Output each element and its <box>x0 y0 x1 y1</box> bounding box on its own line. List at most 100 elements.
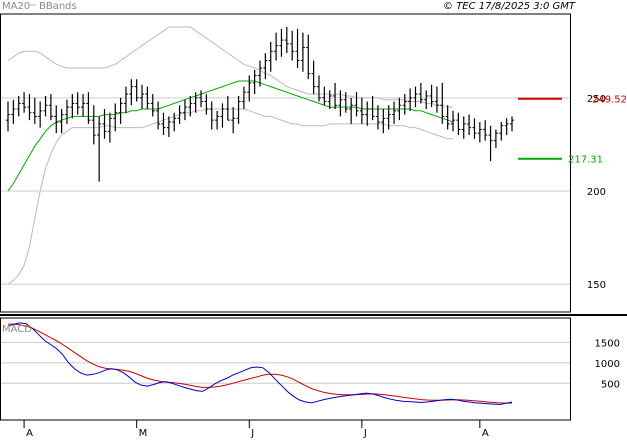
ohlc-bar <box>150 94 155 117</box>
ohlc-bar <box>510 116 514 132</box>
ohlc-bar <box>27 94 32 121</box>
ohlc-bar <box>241 86 246 109</box>
ohlc-bar <box>102 108 107 139</box>
macd-ytick-label: 500 <box>601 379 620 390</box>
ohlc-bar <box>32 97 37 124</box>
ohlc-bar <box>161 112 166 136</box>
ohlc-bar <box>493 129 498 149</box>
ohlc-bar <box>392 101 397 124</box>
ohlc-bar <box>209 101 214 130</box>
ohlc-bar <box>38 101 43 128</box>
xtick-label: A <box>26 428 33 439</box>
ohlc-bar <box>375 105 380 130</box>
price-ytick-label: 200 <box>587 187 606 198</box>
price-ytick-label: 250 <box>587 94 606 105</box>
bbands-upper-line <box>7 26 453 108</box>
ohlc-bar <box>231 107 236 134</box>
ohlc-bar <box>477 122 482 143</box>
price-ytick-label: 150 <box>587 280 606 291</box>
ohlc-bar <box>204 94 209 115</box>
ohlc-bar <box>107 112 112 143</box>
ohlc-bar <box>247 75 252 102</box>
ohlc-bar <box>488 125 493 162</box>
ohlc-bar <box>354 92 359 117</box>
resistance-level-label: 249.52 <box>592 95 627 106</box>
ohlc-bar <box>370 95 375 121</box>
copyright: © TEC 17/8/2025 3:0 GMT <box>443 1 576 12</box>
ohlc-bar <box>172 112 177 132</box>
ohlc-bar <box>413 86 418 108</box>
ohlc-bar <box>113 103 118 132</box>
ohlc-bar <box>343 92 348 113</box>
ohlc-bar <box>279 28 284 57</box>
ohlc-bar <box>284 27 289 54</box>
ohlc-bar <box>424 90 429 109</box>
ohlc-bar <box>408 88 413 111</box>
ohlc-bar <box>504 118 509 136</box>
ohlc-bar <box>467 114 472 136</box>
ohlc-bar <box>418 82 423 104</box>
ohlc-bar <box>215 110 220 130</box>
ohlc-bar <box>349 97 354 124</box>
ohlc-bar <box>295 28 300 69</box>
macd-line <box>7 322 513 406</box>
ohlc-bar <box>263 53 268 80</box>
ohlc-bar <box>59 108 64 134</box>
ohlc-bar <box>381 108 386 134</box>
ohlc-bar <box>64 99 69 124</box>
ohlc-bar <box>182 99 187 121</box>
ohlc-bar <box>483 120 488 141</box>
ohlc-bar <box>300 32 305 72</box>
ohlc-bar <box>434 86 439 113</box>
ohlc-bar <box>258 60 262 87</box>
support-level-label: 217.31 <box>568 155 603 166</box>
ohlc-bar <box>81 94 86 117</box>
ohlc-bar <box>75 92 80 115</box>
ohlc-bar <box>236 95 241 124</box>
ohlc-bar <box>365 101 370 126</box>
ohlc-bar <box>461 116 466 139</box>
ohlc-bar <box>43 95 48 117</box>
ohlc-bar <box>402 94 407 115</box>
ohlc-bar <box>134 79 139 102</box>
ohlc-bar <box>156 101 161 130</box>
ohlc-bar <box>290 30 295 61</box>
ohlc-bar <box>91 105 96 145</box>
price-panel-frame <box>0 13 571 313</box>
ohlc-bar <box>70 94 75 119</box>
ohlc-bar <box>145 86 150 109</box>
ohlc-bar <box>499 122 504 141</box>
ohlc-bar <box>220 103 225 128</box>
ohlc-bar <box>429 84 434 108</box>
ohlc-bar <box>274 32 279 61</box>
macd-signal-line <box>8 323 512 404</box>
ohlc-bar <box>16 95 21 117</box>
ohlc-bar <box>97 116 102 182</box>
ohlc-bar <box>123 86 128 113</box>
xtick-label: J <box>363 428 367 439</box>
ohlc-bar <box>193 92 198 113</box>
ohlc-bar <box>22 92 27 113</box>
ohlc-bar <box>118 97 123 124</box>
ohlc-bar <box>177 105 182 124</box>
ohlc-bar <box>445 105 450 130</box>
ohlc-bar <box>327 90 332 109</box>
ohlc-bar <box>199 90 204 108</box>
ohlc-bar <box>86 92 91 124</box>
ohlc-bar <box>54 105 59 134</box>
ohlc-bar <box>140 84 145 109</box>
ohlc-bar <box>338 90 343 117</box>
macd-ytick-label: 1000 <box>595 359 620 370</box>
ohlc-bar <box>166 116 171 137</box>
bbands-lower-line <box>7 108 453 285</box>
macd-label: MACD <box>2 324 32 335</box>
xtick-label: A <box>482 428 489 439</box>
ohlc-bar <box>333 82 338 109</box>
ohlc-bar <box>225 95 230 121</box>
macd-ytick-label: 1500 <box>595 338 620 349</box>
ohlc-bar <box>322 86 327 106</box>
ohlc-bar <box>311 60 316 95</box>
ma20-line <box>7 80 454 192</box>
